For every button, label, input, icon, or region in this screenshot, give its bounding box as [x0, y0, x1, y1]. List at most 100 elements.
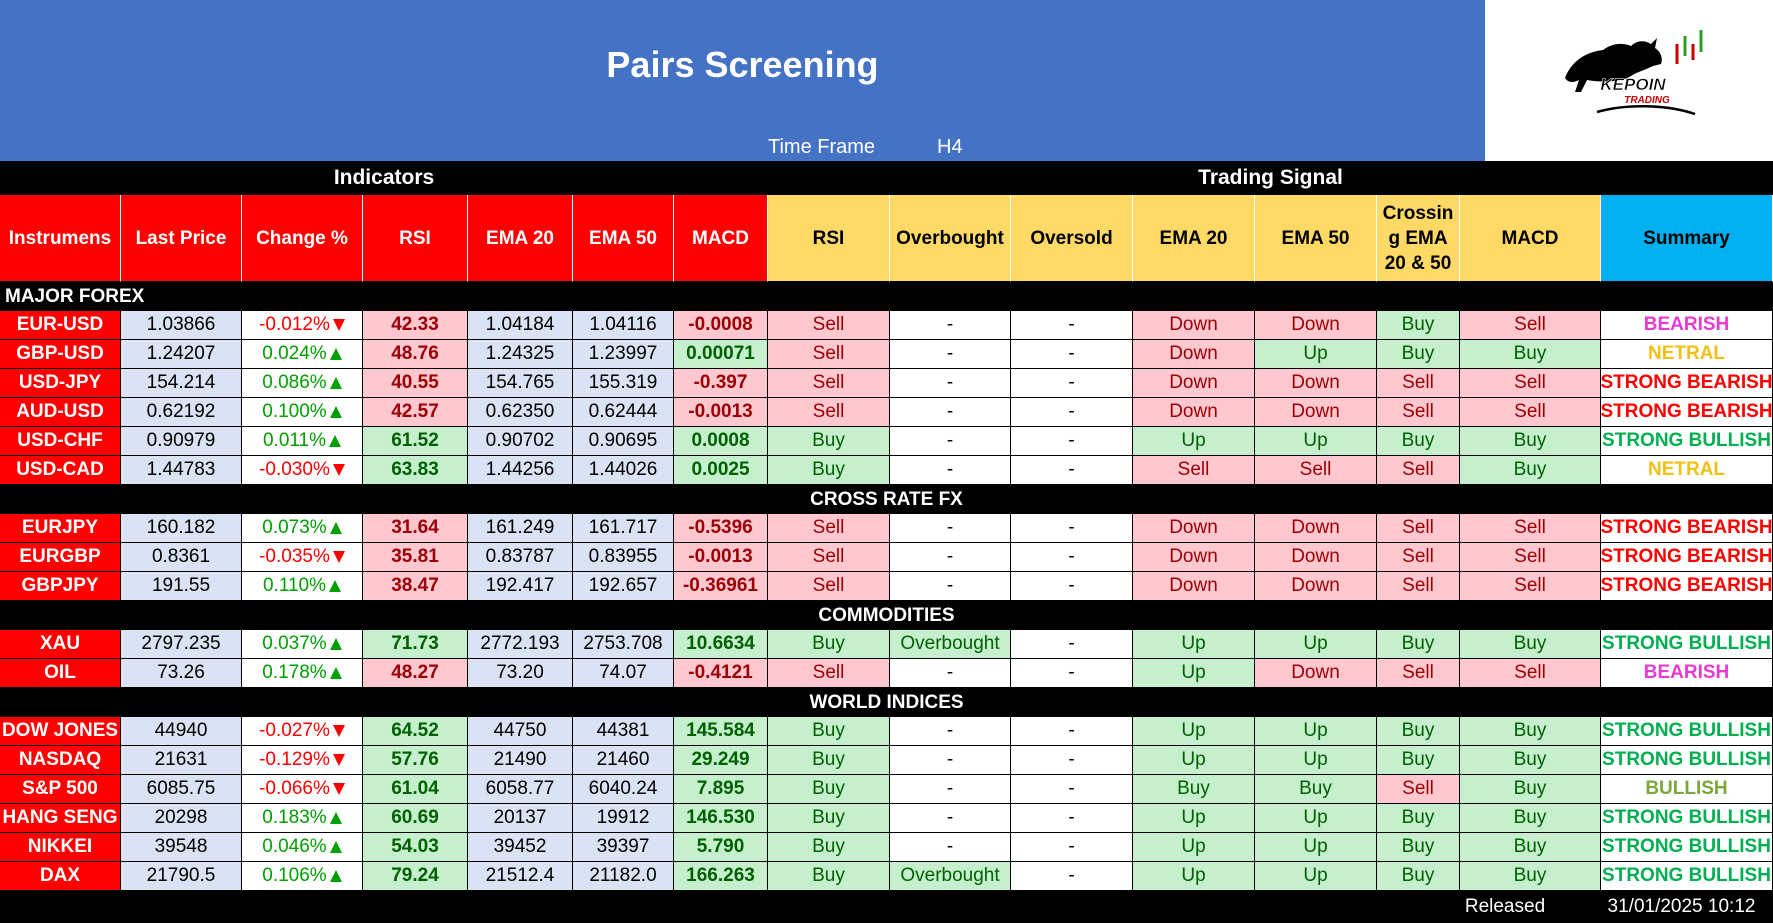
summary-signal: NETRAL [1601, 456, 1773, 485]
cell-text: Sell [1402, 662, 1434, 683]
change-cell: 0.183% [242, 804, 363, 833]
cell-text: 21512.4 [485, 865, 555, 886]
logo-tagline: TRADING [1624, 95, 1670, 106]
signal-cell: Sell [768, 311, 890, 340]
column-header: EMA 50 [1255, 195, 1377, 282]
price-cell: 44750 [468, 717, 573, 746]
cell-text: - [1068, 778, 1075, 799]
cell-text: 71.73 [391, 633, 439, 654]
cell-text: - [946, 778, 954, 799]
signal-cell: Down [1133, 514, 1255, 543]
cell-text: Buy [812, 633, 845, 654]
price-cell: 39397 [573, 833, 674, 862]
cell-text: 10.6634 [686, 633, 755, 654]
cell-text: 0.178% [262, 662, 327, 683]
signal-cell: Down [1133, 398, 1255, 427]
cell-text: 146.530 [686, 807, 755, 828]
price-cell: 191.55 [121, 572, 242, 601]
cell-text: - [946, 749, 954, 770]
cell-text: DOW JONES [1, 720, 119, 741]
signal-cell: - [1011, 833, 1133, 862]
cell-text: Down [1169, 314, 1218, 335]
price-cell: 19912 [573, 804, 674, 833]
signal-cell: Down [1255, 311, 1377, 340]
signal-cell: Down [1133, 369, 1255, 398]
cell-text: - [1068, 546, 1075, 567]
signal-cell: Buy [768, 630, 890, 659]
signal-cell: Buy [1377, 833, 1460, 862]
price-cell: 1.04116 [573, 311, 674, 340]
signal-cell: Buy [768, 775, 890, 804]
cell-text: 0.90702 [485, 430, 555, 451]
price-cell: 155.319 [573, 369, 674, 398]
cell-text: STRONG BULLISH [1602, 430, 1771, 451]
cell-text: 79.24 [391, 865, 439, 886]
cell-text: 2772.193 [480, 633, 560, 654]
signal-cell: - [890, 804, 1011, 833]
cell-text: 39397 [596, 836, 650, 857]
signal-cell: Sell [1133, 456, 1255, 485]
signal-cell: - [890, 398, 1011, 427]
signal-cell: Down [1133, 543, 1255, 572]
cell-text: 74.07 [599, 662, 647, 683]
change-arrow [329, 638, 342, 650]
cell-text: EURJPY [21, 517, 99, 538]
cell-text: Sell [812, 314, 845, 335]
cell-text: Buy [812, 807, 845, 828]
summary-signal: NETRAL [1601, 340, 1773, 369]
cell-text: Overbought [900, 865, 1000, 886]
logo-graphic: KEPOIN TRADING [1565, 30, 1703, 116]
cell-text: 0.83955 [588, 546, 658, 567]
page-title: Pairs Screening [606, 44, 879, 85]
cell-text: 0.183% [262, 807, 327, 828]
cell-text: Down [1291, 546, 1340, 567]
macd-value: 146.530 [674, 804, 768, 833]
cell-text: 1.44783 [146, 459, 216, 480]
price-cell: 39548 [121, 833, 242, 862]
signal-cell: Up [1133, 630, 1255, 659]
price-cell: 1.44256 [468, 456, 573, 485]
cell-text: 1.44026 [588, 459, 658, 480]
cell-text: Up [1303, 633, 1328, 654]
cell-text: -0.0013 [688, 401, 753, 422]
cell-text: 1.44256 [485, 459, 555, 480]
cell-text: - [1068, 343, 1075, 364]
price-cell: 20137 [468, 804, 573, 833]
cell-text: NETRAL [1647, 459, 1726, 480]
cell-text: - [946, 836, 954, 857]
instrument-name: DAX [0, 862, 121, 891]
cell-text: Buy [1299, 778, 1332, 799]
cell-text: Buy [812, 749, 845, 770]
cell-text: 6058.77 [485, 778, 555, 799]
price-cell: 161.717 [573, 514, 674, 543]
section-title: MAJOR FOREX [5, 285, 145, 307]
cell-text: 20298 [154, 807, 208, 828]
signal-cell: Up [1255, 804, 1377, 833]
signal-cell: Buy [1460, 862, 1601, 891]
cell-text: DAX [39, 865, 81, 886]
cell-text: Buy [1401, 807, 1435, 828]
signal-cell: - [1011, 340, 1133, 369]
price-cell: 0.62192 [121, 398, 242, 427]
signal-cell: Up [1133, 804, 1255, 833]
column-header: EMA 20 [1133, 195, 1255, 282]
cell-text: Up [1303, 749, 1328, 770]
cell-text: 21631 [154, 749, 208, 770]
cell-text: 42.57 [391, 401, 439, 422]
instrument-name: HANG SENG [0, 804, 121, 833]
section-title: CROSS RATE FX [810, 488, 963, 510]
change-arrow [329, 812, 342, 824]
signal-cell: Buy [1460, 340, 1601, 369]
cell-text: Sell [1402, 459, 1434, 480]
summary-signal: STRONG BEARISH [1600, 543, 1773, 572]
signal-cell: Overbought [890, 862, 1011, 891]
signal-cell: Buy [1460, 427, 1601, 456]
cell-text: Sell [1402, 778, 1434, 799]
cell-text: STRONG BULLISH [1602, 720, 1771, 741]
summary-signal: STRONG BEARISH [1600, 514, 1773, 543]
time-frame-value: H4 [937, 136, 963, 158]
cell-text: OIL [44, 662, 76, 683]
cell-text: 160.182 [146, 517, 216, 538]
change-arrow [329, 841, 342, 853]
cell-text: 44381 [596, 720, 650, 741]
